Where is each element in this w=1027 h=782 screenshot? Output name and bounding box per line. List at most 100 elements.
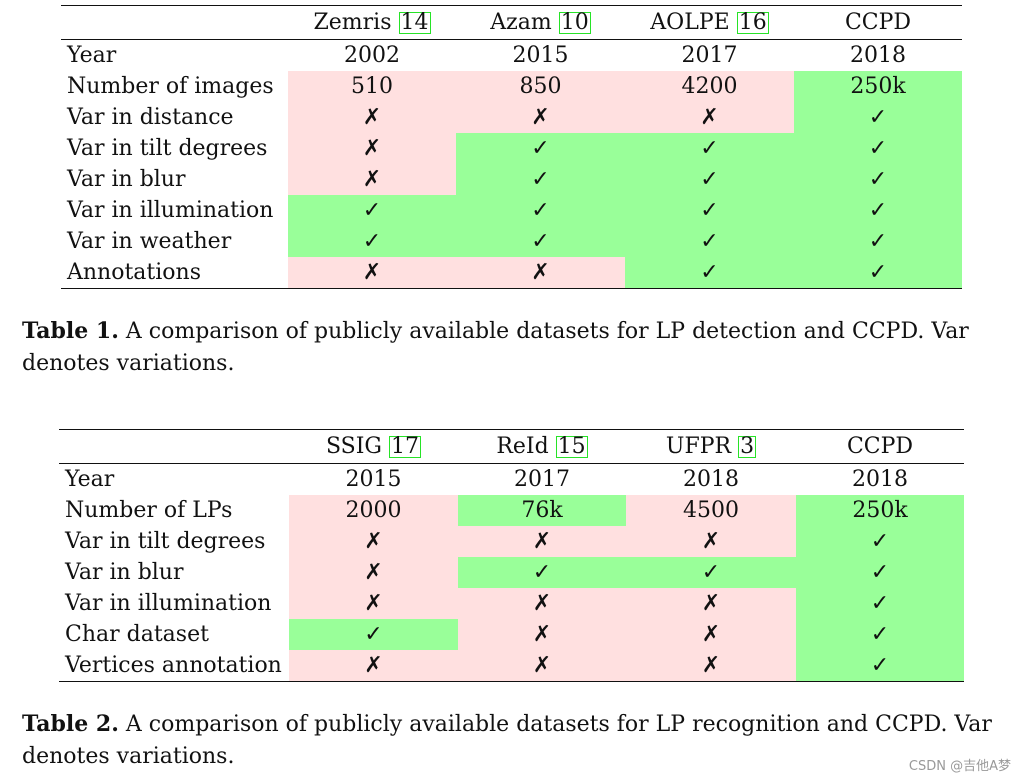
header-corner	[61, 5, 288, 40]
table-row: Var in tilt degrees ✗ ✗ ✗ ✓	[59, 526, 964, 557]
comparison-table-detection: Zemris 14 Azam 10 AOLPE 16 CCPD Year 2002…	[61, 5, 962, 289]
row-label: Var in blur	[67, 167, 186, 192]
caption-label: Table 1.	[22, 318, 119, 344]
row-label: Var in illumination	[67, 198, 274, 223]
watermark: CSDN @吉他A梦	[908, 759, 1011, 774]
citation-link[interactable]: 14	[398, 10, 431, 35]
table-header-row: SSIG 17 ReId 15 UFPR 3 CCPD	[59, 429, 964, 464]
check-icon: ✓	[456, 133, 625, 164]
table-cell: 4500	[626, 495, 796, 526]
check-icon: ✓	[625, 195, 794, 226]
row-label: Var in distance	[67, 105, 234, 130]
table-cell: 2002	[344, 43, 400, 68]
column-header: SSIG 17	[289, 429, 458, 464]
check-icon: ✓	[458, 557, 626, 588]
check-icon: ✓	[794, 133, 962, 164]
check-icon: ✓	[456, 226, 625, 257]
table-cell: 2017	[681, 43, 738, 68]
row-label: Number of LPs	[65, 498, 233, 523]
caption-label: Table 2.	[22, 711, 119, 737]
row-label: Year	[65, 467, 115, 492]
row-label: Number of images	[67, 74, 274, 99]
check-icon: ✓	[625, 133, 794, 164]
citation-link[interactable]: 17	[389, 434, 422, 459]
table-row: Var in tilt degrees ✗ ✓ ✓ ✓	[61, 133, 962, 164]
table-cell: 510	[288, 71, 456, 102]
check-icon: ✓	[626, 557, 796, 588]
cross-icon: ✗	[289, 526, 458, 557]
check-icon: ✓	[794, 195, 962, 226]
row-label: Var in blur	[65, 560, 184, 585]
column-header: Azam 10	[456, 5, 625, 40]
cross-icon: ✗	[289, 588, 458, 619]
table-header-row: Zemris 14 Azam 10 AOLPE 16 CCPD	[61, 5, 962, 40]
citation-link[interactable]: 16	[736, 10, 769, 35]
citation-link[interactable]: 3	[738, 434, 757, 459]
column-header: UFPR 3	[626, 429, 796, 464]
row-label: Var in tilt degrees	[65, 529, 266, 554]
column-header: ReId 15	[458, 429, 626, 464]
check-icon: ✓	[796, 526, 964, 557]
cross-icon: ✗	[458, 526, 626, 557]
table-cell: 4200	[625, 71, 794, 102]
table-row: Var in illumination ✗ ✗ ✗ ✓	[59, 588, 964, 619]
cross-icon: ✗	[626, 588, 796, 619]
check-icon: ✓	[288, 195, 456, 226]
cross-icon: ✗	[289, 557, 458, 588]
check-icon: ✓	[796, 619, 964, 650]
check-icon: ✓	[625, 164, 794, 195]
table-cell: 250k	[796, 495, 964, 526]
cross-icon: ✗	[288, 164, 456, 195]
table-row: Var in blur ✗ ✓ ✓ ✓	[61, 164, 962, 195]
table-cell: 2017	[514, 467, 570, 492]
check-icon: ✓	[794, 226, 962, 257]
check-icon: ✓	[456, 195, 625, 226]
row-label: Var in tilt degrees	[67, 136, 268, 161]
cross-icon: ✗	[626, 526, 796, 557]
table-row: Year 2015 2017 2018 2018	[59, 464, 964, 496]
check-icon: ✓	[796, 650, 964, 682]
table-caption: Table 2. A comparison of publicly availa…	[22, 708, 1012, 773]
table-row: Number of images 510 850 4200 250k	[61, 71, 962, 102]
table-cell: 2018	[852, 467, 908, 492]
row-label: Char dataset	[65, 622, 209, 647]
column-header: Zemris 14	[288, 5, 456, 40]
cross-icon: ✗	[288, 257, 456, 289]
caption-text: A comparison of publicly available datas…	[22, 712, 992, 769]
column-header: CCPD	[796, 429, 964, 464]
check-icon: ✓	[794, 257, 962, 289]
table-cell: 2018	[850, 43, 906, 68]
cross-icon: ✗	[625, 102, 794, 133]
cross-icon: ✗	[626, 619, 796, 650]
cross-icon: ✗	[458, 588, 626, 619]
check-icon: ✓	[625, 257, 794, 289]
caption-text: A comparison of publicly available datas…	[22, 319, 969, 376]
table-cell: 850	[456, 71, 625, 102]
table-cell: 2015	[345, 467, 402, 492]
cross-icon: ✗	[456, 102, 625, 133]
row-label: Vertices annotation	[59, 650, 289, 682]
citation-link[interactable]: 15	[555, 434, 588, 459]
table-row: Var in distance ✗ ✗ ✗ ✓	[61, 102, 962, 133]
table-row: Var in illumination ✓ ✓ ✓ ✓	[61, 195, 962, 226]
check-icon: ✓	[794, 164, 962, 195]
cross-icon: ✗	[458, 650, 626, 682]
row-label: Annotations	[61, 257, 288, 289]
citation-link[interactable]: 10	[558, 10, 591, 35]
check-icon: ✓	[625, 226, 794, 257]
cross-icon: ✗	[288, 133, 456, 164]
check-icon: ✓	[796, 588, 964, 619]
table-row: Char dataset ✓ ✗ ✗ ✓	[59, 619, 964, 650]
row-label: Year	[67, 43, 117, 68]
cross-icon: ✗	[456, 257, 625, 289]
comparison-table-recognition: SSIG 17 ReId 15 UFPR 3 CCPD Year 2015 2017…	[59, 429, 964, 682]
row-label: Var in weather	[67, 229, 232, 254]
table-row: Vertices annotation ✗ ✗ ✗ ✓	[59, 650, 964, 682]
check-icon: ✓	[456, 164, 625, 195]
table-caption: Table 1. A comparison of publicly availa…	[22, 315, 1012, 380]
cross-icon: ✗	[289, 650, 458, 682]
check-icon: ✓	[796, 557, 964, 588]
table-cell: 250k	[794, 71, 962, 102]
check-icon: ✓	[289, 619, 458, 650]
table-cell: 2015	[512, 43, 569, 68]
